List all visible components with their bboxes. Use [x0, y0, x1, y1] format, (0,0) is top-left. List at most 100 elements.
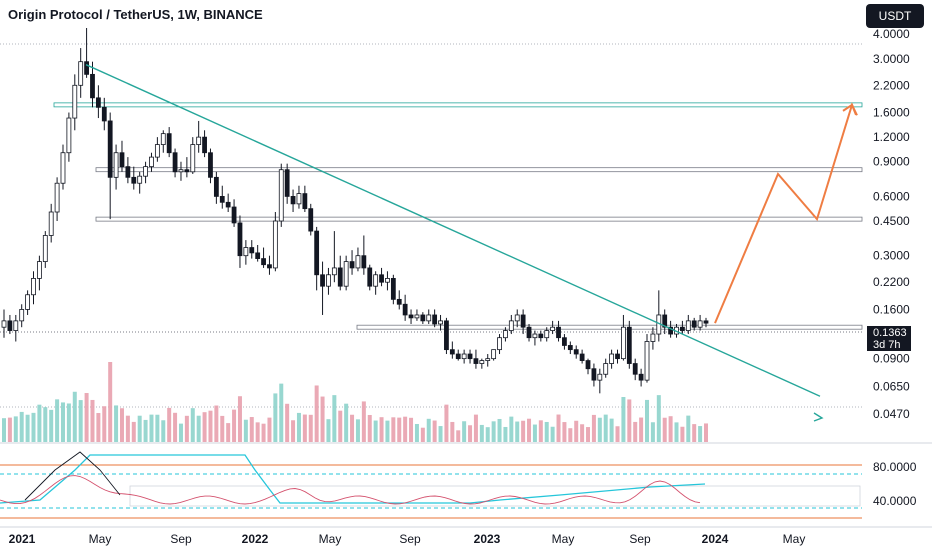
candle-body [113, 152, 119, 178]
currency-button[interactable]: USDT [866, 4, 924, 28]
rsi-box [129, 485, 861, 507]
candle-body [408, 314, 414, 319]
candle-body [497, 337, 502, 351]
volume-bar [125, 415, 130, 442]
candle-body [160, 133, 166, 145]
volume-bar [2, 418, 6, 442]
candle-body [249, 247, 255, 254]
candle-body [302, 193, 308, 210]
candle-body [101, 106, 107, 122]
volume-bar [686, 415, 691, 442]
candle-body [78, 61, 84, 86]
candle-body [25, 294, 30, 310]
trend-line [85, 64, 821, 397]
volume-bar [291, 420, 296, 442]
y-tick-label: 0.1600 [873, 302, 910, 316]
candle-body [538, 333, 544, 339]
candle-body [591, 368, 597, 381]
y-tick-label: 2.2000 [873, 78, 910, 92]
volume-bar [31, 412, 36, 442]
candle-body [125, 166, 131, 178]
candle-body [532, 333, 538, 339]
volume-bar [603, 414, 608, 442]
bar-countdown: 3d 7h [873, 339, 901, 351]
volume-bar [149, 414, 154, 442]
candle-body [42, 235, 48, 262]
candle-body [131, 176, 137, 184]
volume-bar [509, 416, 514, 442]
candle-body [644, 341, 650, 381]
volume-bar [403, 416, 408, 442]
candle-body [60, 152, 66, 184]
volume-bar [338, 410, 343, 442]
candle-body [461, 353, 467, 360]
rsi-signal-line [0, 454, 706, 504]
candle-body [231, 206, 237, 224]
candle-body [361, 255, 367, 269]
y-tick-label: 4.0000 [873, 27, 910, 41]
candle-body [455, 353, 461, 360]
rsi-tick-label: 40.0000 [873, 494, 917, 508]
candle-body [36, 261, 42, 279]
candle-body [225, 201, 231, 208]
volume-bar [344, 403, 349, 442]
candle-body [355, 255, 361, 269]
volume-bar [178, 423, 183, 442]
candle-body [621, 326, 626, 360]
y-tick-label: 0.0470 [873, 407, 910, 421]
volume-bar [161, 420, 166, 442]
volume-bar [60, 402, 65, 442]
y-tick-label: 0.0900 [873, 352, 910, 366]
candle-body [567, 345, 573, 351]
x-tick-label: May [319, 532, 342, 546]
candle-body [190, 144, 196, 173]
candle-body [367, 267, 373, 287]
candle-body [137, 175, 143, 184]
candle-body [119, 152, 125, 168]
volume-bar [119, 408, 124, 442]
volume-bar [662, 417, 667, 442]
volume-bar [491, 421, 496, 442]
volume-bar [43, 407, 48, 442]
volume-bar [131, 421, 136, 442]
volume-bar [332, 395, 337, 442]
volume-bar [503, 426, 508, 442]
volume-bar [308, 414, 313, 442]
candle-body [267, 264, 272, 269]
volume-bar [462, 421, 467, 442]
candle-body [373, 274, 379, 287]
volume-bar [96, 413, 101, 442]
candle-body [396, 298, 402, 305]
candle-body [202, 136, 207, 154]
candle-body [196, 136, 202, 145]
volume-bar [355, 419, 360, 442]
rsi-highlight-line [24, 451, 121, 501]
volume-bar [361, 401, 366, 442]
volume-bar [190, 408, 195, 442]
volume-bar [285, 403, 290, 442]
volume-bar [208, 410, 213, 442]
candle-body [72, 84, 78, 119]
volume-bar [432, 420, 437, 442]
volume-bar [609, 418, 614, 442]
candle-body [680, 326, 685, 331]
candle-body [172, 152, 178, 173]
volume-bar [645, 399, 650, 442]
candle-body [314, 230, 320, 276]
volume-bar [568, 428, 573, 442]
candle-body [261, 258, 266, 266]
volume-bar [515, 421, 520, 442]
volume-bar [420, 427, 425, 442]
candle-body [520, 314, 526, 328]
y-tick-label: 3.0000 [873, 52, 910, 66]
candle-body [703, 320, 709, 324]
candle-body [331, 267, 337, 276]
rsi-line [0, 475, 701, 505]
x-tick-label: May [552, 532, 575, 546]
candle-body [31, 278, 36, 296]
volume-bar [249, 417, 254, 442]
candle-body [84, 61, 89, 75]
volume-bar [202, 412, 207, 442]
horizontal-level [53, 102, 863, 108]
